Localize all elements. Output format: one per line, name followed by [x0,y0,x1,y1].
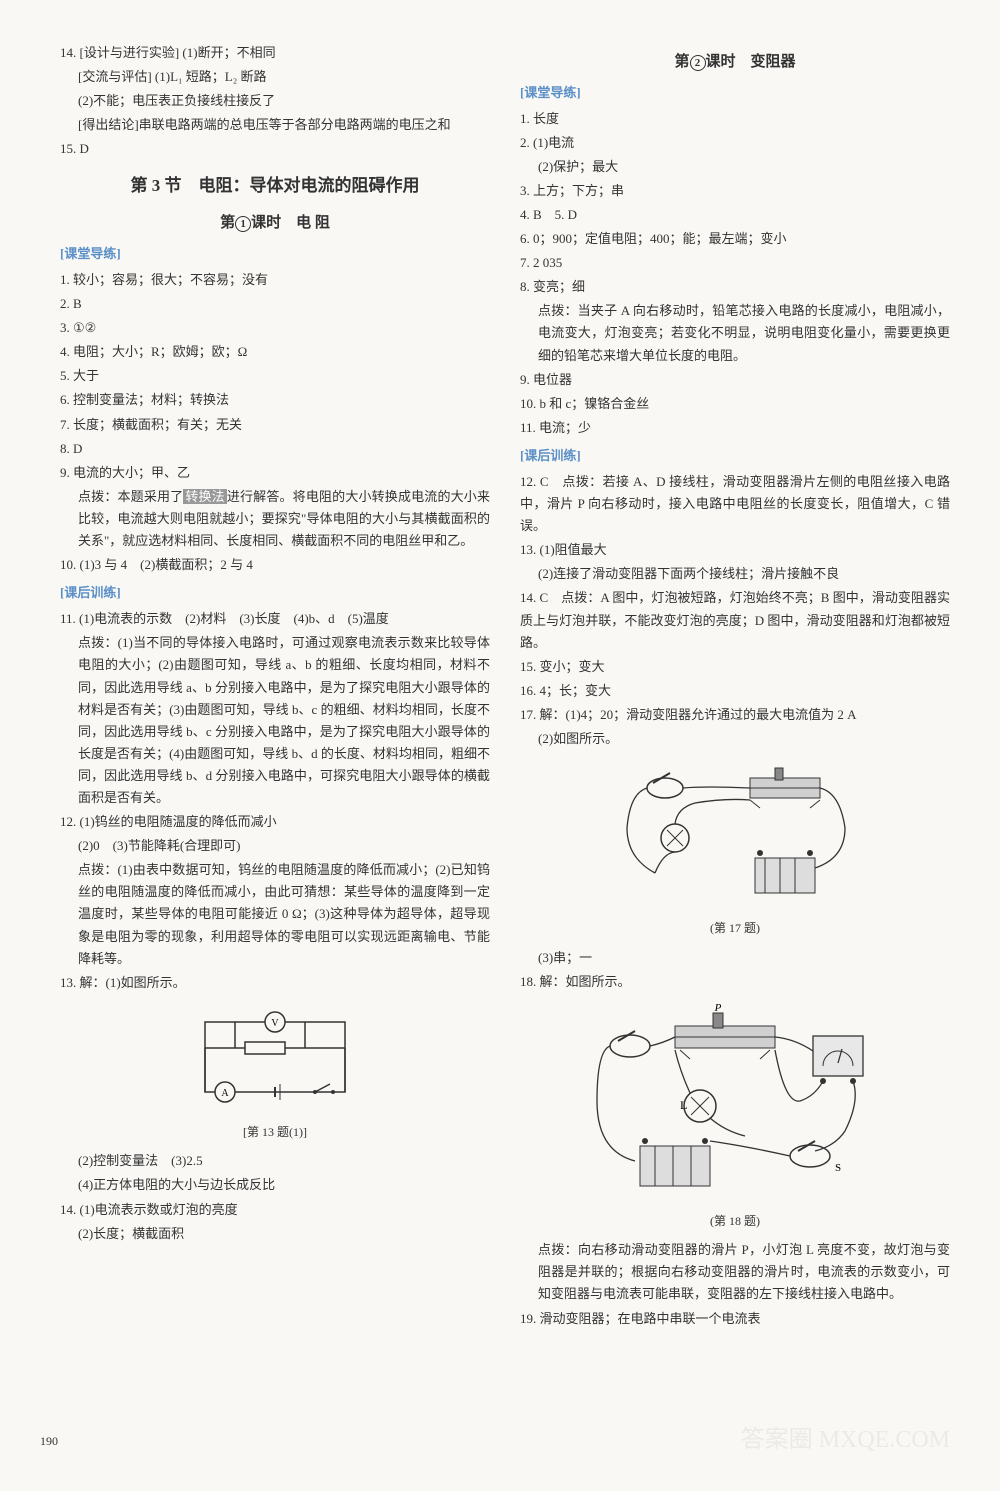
r2-19: 19. 滑动变阻器；在电路中串联一个电流表 [520,1308,950,1330]
q14-1: 14. [设计与进行实验] (1)断开；不相同 [60,42,490,64]
l1-7: 7. 长度；横截面积；有关；无关 [60,414,490,436]
svg-text:A: A [221,1088,229,1099]
l2-12: 12. (1)钨丝的电阻随温度的降低而减小 [60,811,490,833]
figure-17-caption: (第 17 题) [520,918,950,938]
l1-4: 4. 电阻；大小；R；欧姆；欧；Ω [60,341,490,363]
svg-text:V: V [271,1018,279,1029]
r1-4: 4. B 5. D [520,204,950,226]
l1-9: 9. 电流的大小；甲、乙 [60,462,490,484]
circled-2: 2 [690,55,706,71]
svg-text:S: S [835,1162,841,1174]
r2-14: 14. C 点拨：A 图中，灯泡被短路，灯泡始终不亮；B 图中，滑动变阻器实质上… [520,587,950,653]
category-classroom: [课堂导练] [60,243,490,265]
r2-15: 15. 变小；变大 [520,656,950,678]
right-column: 第2课时 变阻器 [课堂导练] 1. 长度 2. (1)电流 (2)保护；最大 … [520,40,950,1332]
figure-13-caption: [第 13 题(1)] [60,1122,490,1142]
q14-4: [得出结论]串联电路两端的总电压等于各部分电路两端的电压之和 [60,114,490,136]
r2-17b: (2)如图所示。 [520,728,950,750]
r2-16: 16. 4；长；变大 [520,680,950,702]
r2-12: 12. C 点拨：若接 A、D 接线柱，滑动变阻器滑片左侧的电阻丝接入电路中，滑… [520,471,950,537]
r1-1: 1. 长度 [520,108,950,130]
circuit-18-svg: P L [585,1001,885,1201]
section-3-title: 第 3 节 电阻：导体对电流的阻碍作用 [60,172,490,201]
boxed-method: 转换法 [183,489,227,504]
r-category-classroom: [课堂导练] [520,82,950,104]
l1-10: 10. (1)3 与 4 (2)横截面积；2 与 4 [60,554,490,576]
l2-12tip: 点拨：(1)由表中数据可知，钨丝的电阻随温度的降低而减小；(2)已知钨丝的电阻随… [60,859,490,969]
l1-2: 2. B [60,293,490,315]
l2-12b: (2)0 (3)节能降耗(合理即可) [60,835,490,857]
l2-13b: (2)控制变量法 (3)2.5 [60,1150,490,1172]
r1-8tip: 点拨：当夹子 A 向右移动时，铅笔芯接入电路的长度减小，电阻减小，电流变大，灯泡… [520,300,950,366]
r2-17c: (3)串；一 [520,947,950,969]
l2-11: 11. (1)电流表的示数 (2)材料 (3)长度 (4)b、d (5)温度 [60,608,490,630]
r2-17: 17. 解：(1)4；20；滑动变阻器允许通过的最大电流值为 2 A [520,704,950,726]
l1-6: 6. 控制变量法；材料；转换法 [60,389,490,411]
r1-11: 11. 电流；少 [520,417,950,439]
lesson-1-title: 第1课时 电 阻 [60,211,490,237]
lesson-2-title: 第2课时 变阻器 [520,50,950,76]
r2-13b: (2)连接了滑动变阻器下面两个接线柱；滑片接触不良 [520,563,950,585]
circled-1: 1 [235,216,251,232]
r1-10: 10. b 和 c；镍铬合金丝 [520,393,950,415]
svg-text:L: L [680,1098,687,1112]
r2-18: 18. 解：如图所示。 [520,971,950,993]
r1-6: 6. 0；900；定值电阻；400；能；最左端；变小 [520,228,950,250]
l2-11tip: 点拨：(1)当不同的导体接入电路时，可通过观察电流表示数来比较导体电阻的大小；(… [60,632,490,809]
l1-3: 3. ①② [60,317,490,339]
category-afterclass: [课后训练] [60,582,490,604]
circuit-13-svg: V A [175,1002,375,1112]
figure-17: (第 17 题) [520,758,950,938]
l2-13c: (4)正方体电阻的大小与边长成反比 [60,1174,490,1196]
q14-2: [交流与评估] (1)L₁ 短路；L₂ 断路 [60,66,490,88]
l2-14b: (2)长度；横截面积 [60,1223,490,1245]
r2-18tip: 点拨：向右移动滑动变阻器的滑片 P，小灯泡 L 亮度不变，故灯泡与变阻器是并联的… [520,1239,950,1305]
r-category-afterclass: [课后训练] [520,445,950,467]
svg-text:P: P [714,1002,722,1014]
left-column: 14. [设计与进行实验] (1)断开；不相同 [交流与评估] (1)L₁ 短路… [60,40,490,1332]
r1-3: 3. 上方；下方；串 [520,180,950,202]
q14-3: (2)不能；电压表正负接线柱接反了 [60,90,490,112]
l1-9tip: 点拨：本题采用了转换法进行解答。将电阻的大小转换成电流的大小来比较，电流越大则电… [60,486,490,552]
r1-2: 2. (1)电流 [520,132,950,154]
watermark: 答案圈 MXQE.COM [741,1420,950,1461]
page-number: 190 [40,1431,58,1451]
r2-13: 13. (1)阻值最大 [520,539,950,561]
l1-5: 5. 大于 [60,365,490,387]
r1-8: 8. 变亮；细 [520,276,950,298]
r1-7: 7. 2 035 [520,252,950,274]
r1-9: 9. 电位器 [520,369,950,391]
r1-2b: (2)保护；最大 [520,156,950,178]
figure-13: V A [第 13 题(1)] [60,1002,490,1142]
figure-18: P L [520,1001,950,1231]
circuit-17-svg [605,758,865,908]
q15: 15. D [60,138,490,160]
l1-8: 8. D [60,438,490,460]
figure-18-caption: (第 18 题) [520,1211,950,1231]
l2-14: 14. (1)电流表示数或灯泡的亮度 [60,1199,490,1221]
l1-1: 1. 较小；容易；很大；不容易；没有 [60,269,490,291]
l2-13: 13. 解：(1)如图所示。 [60,972,490,994]
